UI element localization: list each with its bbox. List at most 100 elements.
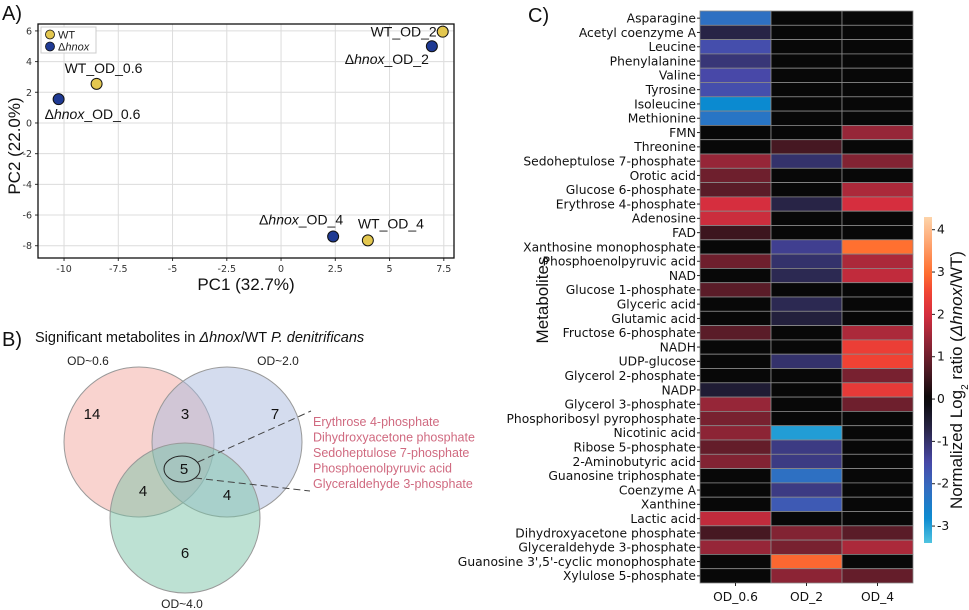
heatmap-cell xyxy=(841,96,914,112)
y-tick-label: -4 xyxy=(23,180,32,191)
metabolite-label: Guanosine triphosphate xyxy=(548,469,696,483)
colorbar-tick-label: 0 xyxy=(937,392,945,406)
heatmap-cell xyxy=(699,53,772,69)
heatmap-cell xyxy=(699,282,772,298)
heatmap-cell xyxy=(841,282,914,298)
highlight-ellipse xyxy=(163,455,201,483)
heatmap-cell xyxy=(770,196,843,212)
heatmap-cell xyxy=(699,110,772,126)
y-tick-label: 6 xyxy=(26,26,32,37)
metabolite-label: Valine xyxy=(659,69,696,83)
venn-region-count: 4 xyxy=(139,483,147,500)
heatmap-cell xyxy=(770,39,843,55)
legend-label: WT xyxy=(58,30,75,42)
x-tick-label: -7.5 xyxy=(109,264,128,275)
venn-circle xyxy=(109,442,261,594)
heatmap-cell xyxy=(770,24,843,40)
data-point xyxy=(52,93,65,106)
panel-a-letter: A) xyxy=(2,3,22,25)
metabolite-label: Glutamic acid xyxy=(611,312,696,326)
metabolite-label: Glycerol 2-phosphate xyxy=(565,369,697,383)
metabolite-label: Guanosine 3',5'-cyclic monophosphate xyxy=(458,555,696,569)
heatmap-cell xyxy=(770,353,843,369)
metabolite-label: Erythrose 4-phosphate xyxy=(556,197,696,211)
colorbar-tick-label: 1 xyxy=(937,350,945,364)
y-axis-title: PC2 (22.0%) xyxy=(5,97,24,194)
point-label: WT_OD_2 xyxy=(371,24,437,40)
heatmap-cell xyxy=(699,368,772,384)
metabolite-label: Nicotinic acid xyxy=(613,426,696,440)
point-label: Δhnox_OD_0.6 xyxy=(45,106,141,122)
legend-marker xyxy=(45,29,55,40)
heatmap-cell xyxy=(841,353,914,369)
heatmap-cell xyxy=(770,253,843,269)
heatmap-cell xyxy=(841,325,914,341)
heatmap-cell xyxy=(841,368,914,384)
heatmap-cell xyxy=(699,139,772,155)
heatmap-cell xyxy=(841,225,914,241)
heatmap-cell xyxy=(699,353,772,369)
shared-metabolite: Phosphoenolpyruvic acid xyxy=(313,462,452,476)
data-point xyxy=(90,77,103,90)
heatmap-cell xyxy=(699,325,772,341)
point-label: WT_OD_4 xyxy=(358,215,424,231)
colorbar-tick-label: -3 xyxy=(937,519,949,533)
metabolite-label: Isoleucine xyxy=(634,97,696,111)
venn-set-label: OD~2.0 xyxy=(257,354,299,368)
colorbar-tick-label: 4 xyxy=(937,223,945,237)
heatmap-cell xyxy=(699,296,772,312)
heatmap-cell xyxy=(841,310,914,326)
heatmap-cell xyxy=(770,110,843,126)
heatmap-cell xyxy=(770,525,843,541)
metabolite-label: NADH xyxy=(660,340,696,354)
metabolite-label: Phosphoenolpyruvic acid xyxy=(543,255,696,269)
heatmap-cell xyxy=(841,554,914,570)
venn-set-label: OD~0.6 xyxy=(67,354,109,368)
y-tick-label: -6 xyxy=(23,211,32,222)
metabolite-label: Sedoheptulose 7-phosphate xyxy=(523,154,696,168)
metabolite-label: Xanthine xyxy=(641,498,696,512)
callout-line xyxy=(197,410,312,463)
heatmap-cell xyxy=(770,239,843,255)
heatmap-cell xyxy=(770,53,843,69)
data-point xyxy=(327,230,340,243)
x-tick-label: 5 xyxy=(387,264,393,275)
metabolite-label: Glucose 6-phosphate xyxy=(566,183,696,197)
venn-region-count: 5 xyxy=(180,461,188,478)
heatmap-cell xyxy=(841,210,914,226)
heatmap-cell xyxy=(770,453,843,469)
panel-b-letter: B) xyxy=(2,329,22,351)
heatmap-cell xyxy=(841,24,914,40)
heatmap-cell xyxy=(841,125,914,141)
x-tick-label: -2.5 xyxy=(218,264,237,275)
column-label: OD_0.6 xyxy=(713,590,758,604)
heatmap-cell xyxy=(841,239,914,255)
heatmap-cell xyxy=(699,125,772,141)
y-tick-label: 0 xyxy=(26,118,32,129)
metabolite-label: Orotic acid xyxy=(630,169,696,183)
heatmap-cell xyxy=(770,468,843,484)
heatmap-cell xyxy=(770,167,843,184)
heatmap-cell xyxy=(770,296,843,312)
heatmap-cell xyxy=(699,382,772,398)
heatmap-cell xyxy=(699,439,772,455)
heatmap-cell xyxy=(699,339,772,355)
heatmap-cell xyxy=(841,425,914,441)
heatmap-cell xyxy=(841,267,914,284)
heatmap-cell xyxy=(770,96,843,112)
data-point xyxy=(425,40,438,53)
heatmap-cell xyxy=(699,153,772,169)
x-tick-label: 2.5 xyxy=(328,264,343,275)
heatmap-cell xyxy=(699,568,772,584)
colorbar-tick-label: -2 xyxy=(937,477,949,491)
heatmap-cell xyxy=(841,511,914,527)
heatmap-cell xyxy=(770,67,843,83)
heatmap-cell xyxy=(770,182,843,198)
heatmap-cell xyxy=(770,511,843,527)
x-axis-title: PC1 (32.7%) xyxy=(197,275,294,294)
heatmap-cell xyxy=(699,253,772,269)
metabolite-label: Ribose 5-phosphate xyxy=(574,440,696,454)
metabolite-label: Phenylalanine xyxy=(610,54,696,68)
heatmap-cell xyxy=(699,239,772,255)
y-tick-label: -2 xyxy=(23,149,32,160)
